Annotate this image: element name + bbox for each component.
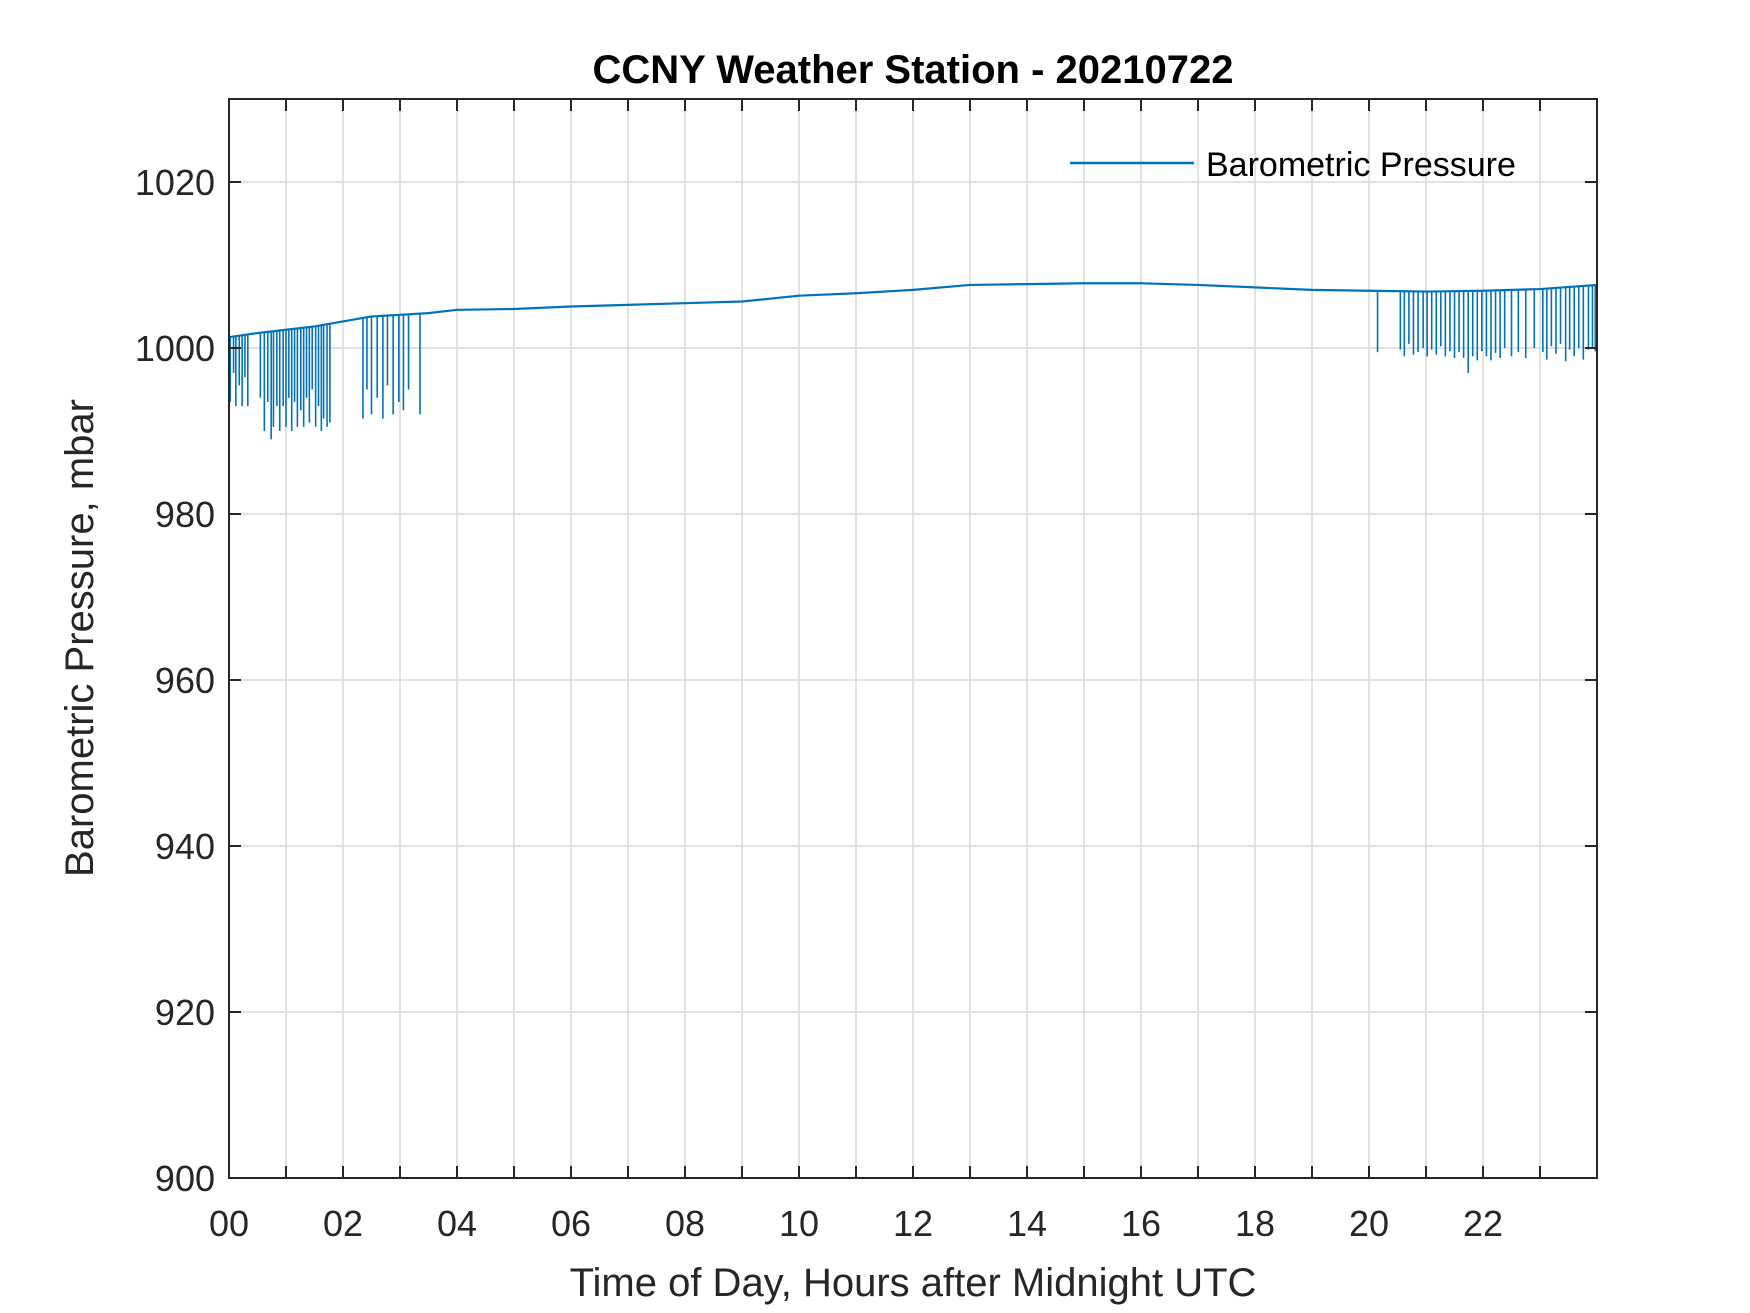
y-tick-label: 1020 [135,162,215,203]
legend: Barometric Pressure [1070,146,1516,184]
y-axis-label: Barometric Pressure, mbar [58,399,102,877]
y-tick-label: 940 [155,826,215,867]
data-series [228,282,1598,440]
x-tick-label: 20 [1349,1203,1389,1244]
x-tick-label: 22 [1463,1203,1503,1244]
x-tick-label: 14 [1007,1203,1047,1244]
y-tick-label: 980 [155,494,215,535]
x-tick-label: 06 [551,1203,591,1244]
x-tick-label: 08 [665,1203,705,1244]
x-axis-label: Time of Day, Hours after Midnight UTC [570,1261,1257,1305]
x-tick-label: 02 [323,1203,363,1244]
chart-title: CCNY Weather Station - 20210722 [593,48,1234,92]
y-tick-label: 900 [155,1158,215,1199]
x-tick-label: 12 [893,1203,933,1244]
x-tick-label: 10 [779,1203,819,1244]
tick-labels: 00 02 04 06 08 10 12 14 16 18 20 22 900 920 940 960 980 1… [135,162,1503,1244]
series-line-barometric-pressure [228,282,1598,339]
axis-ticks [228,99,1597,1179]
legend-label-barometric-pressure: Barometric Pressure [1206,146,1516,184]
x-tick-label: 04 [437,1203,477,1244]
x-tick-label: 00 [209,1203,249,1244]
x-tick-label: 18 [1235,1203,1275,1244]
y-tick-label: 1000 [135,328,215,369]
x-tick-label: 16 [1121,1203,1161,1244]
y-tick-label: 920 [155,992,215,1033]
y-tick-label: 960 [155,660,215,701]
